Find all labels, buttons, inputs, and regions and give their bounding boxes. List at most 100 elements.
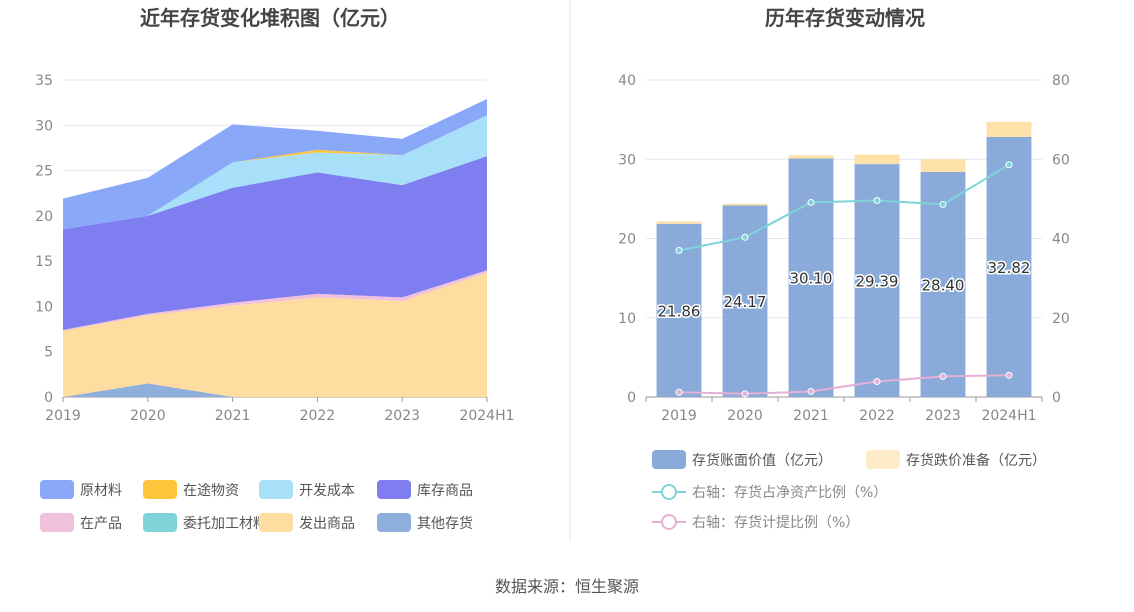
legend-item-其他存货[interactable]: 其他存货 bbox=[377, 513, 473, 532]
legend-item-委托加工材料[interactable]: 委托加工材料 bbox=[143, 513, 267, 532]
area-发出商品 bbox=[63, 272, 487, 397]
legend-item-发出商品[interactable]: 发出商品 bbox=[259, 513, 355, 532]
legend-item-开发成本[interactable]: 开发成本 bbox=[259, 480, 355, 499]
right-y-axis-right: 0 20 40 60 80 bbox=[1052, 73, 1070, 406]
area-在产品 bbox=[63, 270, 487, 331]
right-y-tick-label: 0 bbox=[627, 390, 636, 406]
bar-存货跌价准备（亿元） bbox=[986, 121, 1032, 137]
bar-存货账面价值（亿元） bbox=[986, 136, 1032, 398]
legend-label: 右轴：存货计提比例（%） bbox=[692, 514, 859, 531]
legend-swatch bbox=[143, 480, 177, 499]
legend-swatch bbox=[40, 480, 74, 499]
right-x-tick-label: 2020 bbox=[727, 408, 763, 424]
legend-label: 右轴：存货占净资产比例（%） bbox=[692, 484, 887, 501]
left-chart: 近年存货变化堆积图（亿元） 0 5 10 15 20 25 30 35 2019 2020 202… bbox=[35, 6, 515, 532]
bar-value-label: 29.39 bbox=[856, 273, 899, 291]
line-point bbox=[1005, 161, 1013, 169]
source-label: 数据来源：恒生聚源 bbox=[495, 577, 639, 596]
legend-item-库存商品[interactable]: 库存商品 bbox=[377, 480, 473, 499]
right-x-tick-label: 2019 bbox=[661, 408, 697, 424]
left-x-axis: 2019 2020 2021 2022 2023 2024H1 bbox=[45, 397, 515, 424]
line-point bbox=[807, 198, 815, 206]
legend-label: 存货账面价值（亿元） bbox=[692, 452, 832, 469]
legend-swatch bbox=[40, 513, 74, 532]
legend-label: 发出商品 bbox=[299, 516, 355, 532]
line-point bbox=[675, 388, 683, 396]
bar-value-label: 28.40 bbox=[922, 276, 965, 294]
bar-存货跌价准备（亿元） bbox=[656, 221, 702, 224]
legend-swatch bbox=[259, 480, 293, 499]
area-开发成本 bbox=[63, 115, 487, 230]
area-库存商品 bbox=[63, 156, 487, 330]
legend-label: 库存商品 bbox=[417, 483, 473, 499]
legend-label: 其他存货 bbox=[417, 515, 473, 532]
line-右轴：存货占净资产比例（%） bbox=[678, 163, 1010, 252]
bar-存货跌价准备（亿元） bbox=[788, 155, 834, 159]
left-y-axis: 0 5 10 15 20 25 30 35 bbox=[35, 73, 53, 406]
legend-swatch bbox=[377, 480, 411, 499]
line-point bbox=[675, 246, 683, 254]
legend-item-存货跌价准备（亿元）[interactable]: 存货跌价准备（亿元） bbox=[866, 450, 1046, 469]
line-point bbox=[1005, 371, 1013, 379]
right-grid bbox=[646, 79, 1042, 398]
legend-swatch bbox=[259, 513, 293, 532]
line-point bbox=[873, 196, 881, 204]
right-chart-title: 历年存货变动情况 bbox=[765, 6, 925, 30]
legend-item-右轴：存货占净资产比例（%）[interactable]: 右轴：存货占净资产比例（%） bbox=[652, 484, 887, 501]
legend-swatch bbox=[143, 513, 177, 532]
legend-label: 原材料 bbox=[80, 483, 122, 499]
left-chart-title: 近年存货变化堆积图（亿元） bbox=[140, 6, 400, 30]
legend-label: 在产品 bbox=[80, 516, 122, 532]
left-y-tick-label: 35 bbox=[35, 73, 53, 89]
left-y-tick-label: 5 bbox=[44, 345, 53, 361]
bar-存货跌价准备（亿元） bbox=[722, 203, 768, 206]
left-x-tick-label: 2022 bbox=[300, 408, 336, 424]
left-x-tick-label: 2020 bbox=[130, 408, 166, 424]
line-point bbox=[939, 372, 947, 380]
legend-item-在途物资[interactable]: 在途物资 bbox=[143, 480, 239, 499]
right-y2-tick-label: 80 bbox=[1052, 73, 1070, 89]
bar-value-label: 30.10 bbox=[790, 270, 833, 288]
right-y-axis-left: 0 10 20 30 40 bbox=[618, 73, 636, 406]
right-y-tick-label: 30 bbox=[618, 152, 636, 168]
left-y-tick-label: 25 bbox=[35, 164, 53, 180]
left-x-tick-label: 2019 bbox=[45, 408, 81, 424]
legend-label: 委托加工材料 bbox=[183, 516, 267, 532]
legend-item-原材料[interactable]: 原材料 bbox=[40, 480, 122, 499]
legend-item-右轴：存货计提比例（%）[interactable]: 右轴：存货计提比例（%） bbox=[652, 514, 859, 531]
left-y-tick-label: 30 bbox=[35, 118, 53, 134]
right-y-tick-label: 40 bbox=[618, 73, 636, 89]
legend-label: 开发成本 bbox=[299, 483, 355, 499]
right-y2-tick-label: 40 bbox=[1052, 232, 1070, 248]
line-point bbox=[807, 387, 815, 395]
right-y-tick-label: 10 bbox=[618, 311, 636, 327]
right-x-tick-label: 2021 bbox=[793, 408, 829, 424]
right-x-axis: 2019 2020 2021 2022 2023 2024H1 bbox=[645, 397, 1043, 424]
right-x-tick-label: 2022 bbox=[859, 408, 895, 424]
line-point bbox=[939, 200, 947, 208]
left-x-tick-label: 2023 bbox=[384, 408, 420, 424]
left-y-tick-label: 20 bbox=[35, 209, 53, 225]
left-x-tick-label: 2021 bbox=[215, 408, 251, 424]
bar-value-label: 24.17 bbox=[724, 293, 767, 311]
legend-item-在产品[interactable]: 在产品 bbox=[40, 513, 122, 532]
right-x-tick-label: 2024H1 bbox=[981, 408, 1036, 424]
right-y2-tick-label: 60 bbox=[1052, 152, 1070, 168]
legend-item-存货账面价值（亿元）[interactable]: 存货账面价值（亿元） bbox=[652, 450, 832, 469]
right-lines bbox=[675, 161, 1013, 398]
left-x-tick-label: 2024H1 bbox=[459, 408, 514, 424]
right-bars: 21.86 24.17 30.10 29.39 28.40 32.82 bbox=[656, 121, 1032, 398]
legend-marker bbox=[661, 514, 677, 530]
left-y-tick-label: 0 bbox=[44, 390, 53, 406]
bar-value-label: 21.86 bbox=[658, 302, 701, 320]
right-legend[interactable]: 存货账面价值（亿元） 存货跌价准备（亿元） 右轴：存货占净资产比例（%） 右轴：存货计… bbox=[652, 450, 1046, 531]
area-原材料 bbox=[63, 99, 487, 230]
line-右轴：存货计提比例（%） bbox=[678, 374, 1010, 395]
left-y-tick-label: 10 bbox=[35, 299, 53, 315]
right-y-tick-label: 20 bbox=[618, 232, 636, 248]
right-x-tick-label: 2023 bbox=[925, 408, 961, 424]
line-point bbox=[741, 233, 749, 241]
right-y2-tick-label: 20 bbox=[1052, 311, 1070, 327]
